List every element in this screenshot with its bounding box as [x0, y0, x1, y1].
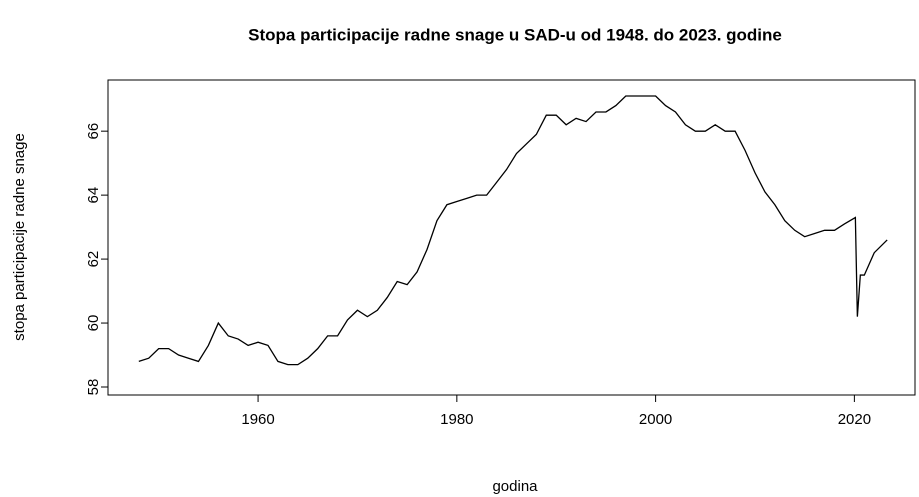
plot-frame [107, 79, 916, 396]
x-tick-label: 2020 [838, 411, 871, 428]
x-tick-label: 2000 [639, 411, 672, 428]
chart-title: Stopa participacije radne snage u SAD-u … [248, 25, 782, 44]
y-tick-label: 64 [85, 187, 102, 204]
y-axis-label: stopa participacije radne snage [11, 133, 28, 341]
data-line [138, 95, 888, 366]
y-tick-label: 62 [85, 251, 102, 268]
x-tick-label: 1980 [440, 411, 473, 428]
x-tick-label: 1960 [241, 411, 274, 428]
y-tick-label: 58 [85, 379, 102, 396]
y-tick-label: 66 [85, 123, 102, 140]
y-tick-label: 60 [85, 315, 102, 332]
x-axis-label: godina [492, 478, 538, 495]
